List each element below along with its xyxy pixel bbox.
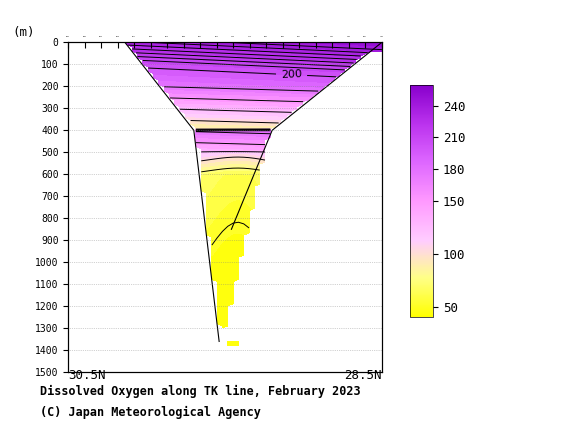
Text: 200: 200 — [281, 69, 302, 80]
Text: (C) Japan Meteorological Agency: (C) Japan Meteorological Agency — [40, 406, 260, 419]
Text: (m): (m) — [12, 26, 34, 39]
Text: 28.5N: 28.5N — [344, 369, 382, 382]
Text: 30.5N: 30.5N — [68, 369, 106, 382]
Text: Dissolved Oxygen along TK line, February 2023: Dissolved Oxygen along TK line, February… — [40, 385, 360, 398]
